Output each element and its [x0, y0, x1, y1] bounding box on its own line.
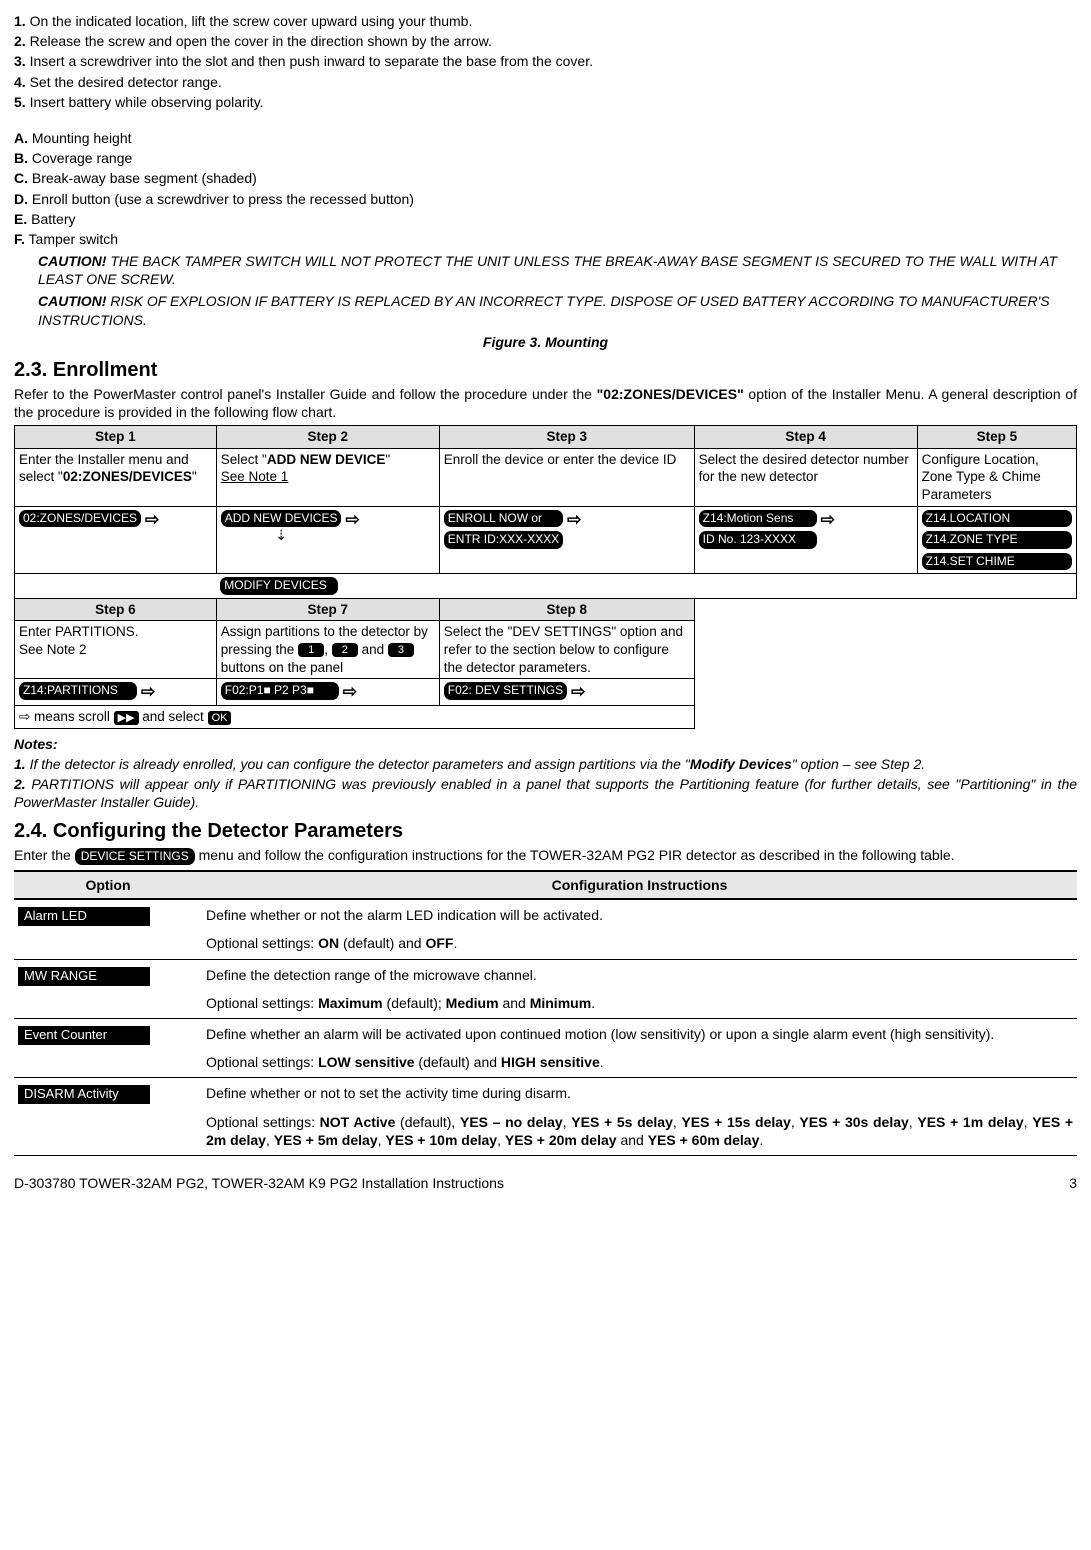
numbered-list: 1. On the indicated location, lift the s…: [14, 12, 1077, 111]
config-header-option: Option: [14, 871, 202, 899]
list-item: 4. Set the desired detector range.: [14, 73, 1077, 91]
step-lcd-cell: Z14:PARTITIONS ⇨: [15, 679, 217, 706]
scroll-icon: ▶▶: [114, 711, 139, 725]
config-option-cell: Alarm LED: [14, 899, 202, 959]
list-item: 2. Release the screw and open the cover …: [14, 32, 1077, 50]
arrow-right-icon: ⇨: [571, 681, 585, 703]
caution-2: CAUTION! RISK OF EXPLOSION IF BATTERY IS…: [38, 292, 1077, 328]
option-label: Event Counter: [18, 1026, 150, 1045]
lcd-display: ENTR ID:XXX-XXXX: [444, 531, 563, 549]
step-lcd-cell: ENROLL NOW or ENTR ID:XXX-XXXX ⇨: [439, 506, 694, 574]
arrow-right-icon: ⇨: [145, 509, 159, 531]
step-desc: Enroll the device or enter the device ID: [439, 448, 694, 506]
step-lcd-cell: Z14.LOCATION Z14.ZONE TYPE Z14.SET CHIME: [917, 506, 1076, 574]
lcd-display: DEVICE SETTINGS: [75, 848, 195, 866]
section-2-3-title: 2.3. Enrollment: [14, 357, 1077, 383]
list-item: 3. Insert a screwdriver into the slot an…: [14, 52, 1077, 70]
figure-caption: Figure 3. Mounting: [14, 333, 1077, 351]
list-item: D. Enroll button (use a screwdriver to p…: [14, 190, 1077, 208]
arrow-right-icon: ⇨: [343, 681, 357, 703]
step-header: Step 5: [917, 426, 1076, 449]
page-footer: D-303780 TOWER-32AM PG2, TOWER-32AM K9 P…: [14, 1174, 1077, 1192]
config-option-cell: MW RANGE: [14, 959, 202, 1018]
list-item: C. Break-away base segment (shaded): [14, 169, 1077, 187]
list-item: B. Coverage range: [14, 149, 1077, 167]
list-item: F. Tamper switch: [14, 230, 1077, 248]
step-header: Step 4: [694, 426, 917, 449]
step-desc: Enter PARTITIONS.See Note 2: [15, 621, 217, 679]
lcd-display: MODIFY DEVICES: [220, 577, 338, 595]
config-instruction-cell: Define whether an alarm will be activate…: [202, 1019, 1077, 1078]
lcd-display: 02:ZONES/DEVICES: [19, 510, 141, 528]
arrow-right-icon: ⇨: [821, 509, 835, 531]
lcd-display: ENROLL NOW or: [444, 510, 563, 528]
step-desc: Enter the Installer menu and select "02:…: [15, 448, 217, 506]
config-header-instructions: Configuration Instructions: [202, 871, 1077, 899]
modify-devices-cell: MODIFY DEVICES: [216, 574, 1076, 599]
caution-1: CAUTION! THE BACK TAMPER SWITCH WILL NOT…: [38, 252, 1077, 288]
step-desc: Assign partitions to the detector by pre…: [216, 621, 439, 679]
lcd-display: Z14.SET CHIME: [922, 553, 1072, 571]
arrow-right-icon: ⇨: [567, 509, 581, 531]
step-desc: Select the desired detector number for t…: [694, 448, 917, 506]
lcd-display: Z14.LOCATION: [922, 510, 1072, 528]
step-lcd-cell: ADD NEW DEVICES ⇣ ⇨: [216, 506, 439, 574]
lcd-display: F02: DEV SETTINGS: [444, 682, 567, 700]
panel-key-3: 3: [388, 643, 414, 657]
section-2-3-intro: Refer to the PowerMaster control panel's…: [14, 385, 1077, 421]
enrollment-flow-table: Step 1 Step 2 Step 3 Step 4 Step 5 Enter…: [14, 425, 1077, 728]
step-lcd-cell: F02: DEV SETTINGS ⇨: [439, 679, 694, 706]
lcd-display: F02:P1■ P2 P3■: [221, 682, 339, 700]
lettered-list: A. Mounting height B. Coverage range C. …: [14, 129, 1077, 248]
list-item: 5. Insert battery while observing polari…: [14, 93, 1077, 111]
lcd-display: ID No. 123-XXXX: [699, 531, 817, 549]
config-table: Option Configuration Instructions Alarm …: [14, 870, 1077, 1156]
notes-header: Notes:: [14, 735, 1077, 753]
step-header: Step 3: [439, 426, 694, 449]
empty-cell: [15, 574, 217, 599]
list-item: E. Battery: [14, 210, 1077, 228]
config-option-cell: Event Counter: [14, 1019, 202, 1078]
disarm-options: Optional settings: NOT Active (default),…: [206, 1113, 1073, 1149]
legend-row: ⇨ means scroll ▶▶ and select OK: [15, 706, 695, 729]
panel-key-2: 2: [332, 643, 358, 657]
config-option-cell: DISARM Activity: [14, 1078, 202, 1156]
step-lcd-cell: F02:P1■ P2 P3■ ⇨: [216, 679, 439, 706]
note-2: 2. PARTITIONS will appear only if PARTIT…: [14, 775, 1077, 811]
lcd-display: ADD NEW DEVICES: [221, 510, 342, 528]
step-header: Step 1: [15, 426, 217, 449]
lcd-display: Z14:PARTITIONS: [19, 682, 137, 700]
config-instruction-cell: Define whether or not the alarm LED indi…: [202, 899, 1077, 959]
lcd-display: Z14.ZONE TYPE: [922, 531, 1072, 549]
step-desc: Select the "DEV SETTINGS" option and ref…: [439, 621, 694, 679]
config-instruction-cell: Define whether or not to set the activit…: [202, 1078, 1077, 1156]
section-2-4-title: 2.4. Configuring the Detector Parameters: [14, 818, 1077, 844]
step-header: Step 6: [15, 598, 217, 621]
step-desc: Configure Location, Zone Type & Chime Pa…: [917, 448, 1076, 506]
list-item: 1. On the indicated location, lift the s…: [14, 12, 1077, 30]
down-arrow-icon: ⇣: [221, 530, 342, 540]
footer-page-number: 3: [1069, 1174, 1077, 1192]
option-label: MW RANGE: [18, 967, 150, 986]
step-header: Step 7: [216, 598, 439, 621]
step-desc: Select "ADD NEW DEVICE"See Note 1: [216, 448, 439, 506]
note-1: 1. If the detector is already enrolled, …: [14, 755, 1077, 773]
arrow-right-icon: ⇨: [141, 681, 155, 703]
config-instruction-cell: Define the detection range of the microw…: [202, 959, 1077, 1018]
step-lcd-cell: 02:ZONES/DEVICES ⇨: [15, 506, 217, 574]
option-label: Alarm LED: [18, 907, 150, 926]
arrow-right-icon: ⇨: [345, 509, 359, 531]
panel-key-1: 1: [298, 643, 324, 657]
option-label: DISARM Activity: [18, 1085, 150, 1104]
lcd-display: Z14:Motion Sens: [699, 510, 817, 528]
section-2-4-intro: Enter the DEVICE SETTINGS menu and follo…: [14, 846, 1077, 867]
step-header: Step 8: [439, 598, 694, 621]
list-item: A. Mounting height: [14, 129, 1077, 147]
step-lcd-cell: Z14:Motion Sens ID No. 123-XXXX ⇨: [694, 506, 917, 574]
footer-doc-title: D-303780 TOWER-32AM PG2, TOWER-32AM K9 P…: [14, 1174, 504, 1192]
ok-icon: OK: [208, 711, 232, 725]
step-header: Step 2: [216, 426, 439, 449]
